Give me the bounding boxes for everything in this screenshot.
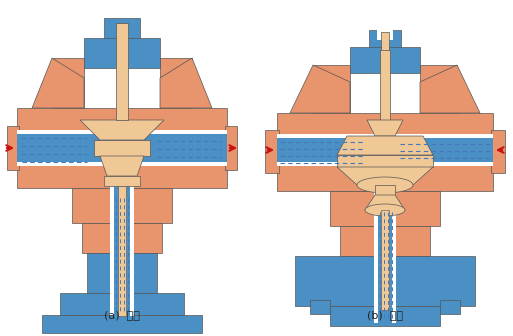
- Bar: [369, 30, 401, 68]
- Bar: [116, 23, 128, 120]
- Text: (b)  合流: (b) 合流: [367, 310, 403, 320]
- Polygon shape: [160, 58, 212, 108]
- Bar: [350, 47, 420, 73]
- Bar: [17, 130, 227, 166]
- Bar: [330, 306, 440, 326]
- Bar: [60, 293, 184, 315]
- Bar: [84, 38, 160, 68]
- Bar: [381, 32, 389, 122]
- Bar: [117, 23, 127, 108]
- Bar: [313, 65, 350, 113]
- Bar: [114, 186, 130, 316]
- Polygon shape: [100, 156, 144, 176]
- Polygon shape: [337, 136, 433, 155]
- Bar: [277, 113, 493, 191]
- Bar: [7, 126, 19, 170]
- Text: (a)  分流: (a) 分流: [104, 310, 140, 320]
- Bar: [440, 300, 460, 314]
- Bar: [295, 256, 475, 306]
- Bar: [87, 253, 157, 293]
- Bar: [310, 300, 330, 314]
- Bar: [110, 186, 134, 316]
- Bar: [380, 50, 390, 120]
- Polygon shape: [337, 167, 433, 185]
- Polygon shape: [290, 65, 350, 113]
- Bar: [118, 186, 126, 316]
- Polygon shape: [80, 120, 164, 140]
- Bar: [491, 130, 505, 173]
- Bar: [337, 155, 433, 167]
- Bar: [340, 226, 430, 256]
- Bar: [94, 140, 150, 156]
- Bar: [277, 138, 493, 162]
- Bar: [17, 134, 227, 162]
- Ellipse shape: [365, 204, 405, 216]
- Bar: [377, 30, 393, 40]
- Bar: [104, 18, 140, 63]
- Bar: [52, 58, 84, 108]
- Polygon shape: [420, 65, 480, 113]
- Bar: [42, 315, 202, 333]
- Polygon shape: [32, 58, 84, 108]
- Bar: [17, 108, 227, 188]
- Bar: [375, 185, 395, 195]
- Bar: [330, 191, 440, 226]
- Bar: [72, 188, 172, 223]
- Polygon shape: [367, 120, 403, 136]
- Bar: [381, 210, 389, 310]
- Polygon shape: [365, 195, 405, 210]
- Bar: [420, 65, 457, 113]
- Bar: [82, 223, 162, 253]
- Bar: [378, 188, 392, 323]
- Ellipse shape: [357, 177, 413, 193]
- Bar: [160, 58, 192, 108]
- Bar: [225, 126, 237, 170]
- Bar: [265, 130, 279, 173]
- Bar: [277, 134, 493, 166]
- Bar: [104, 176, 140, 186]
- Bar: [374, 188, 396, 323]
